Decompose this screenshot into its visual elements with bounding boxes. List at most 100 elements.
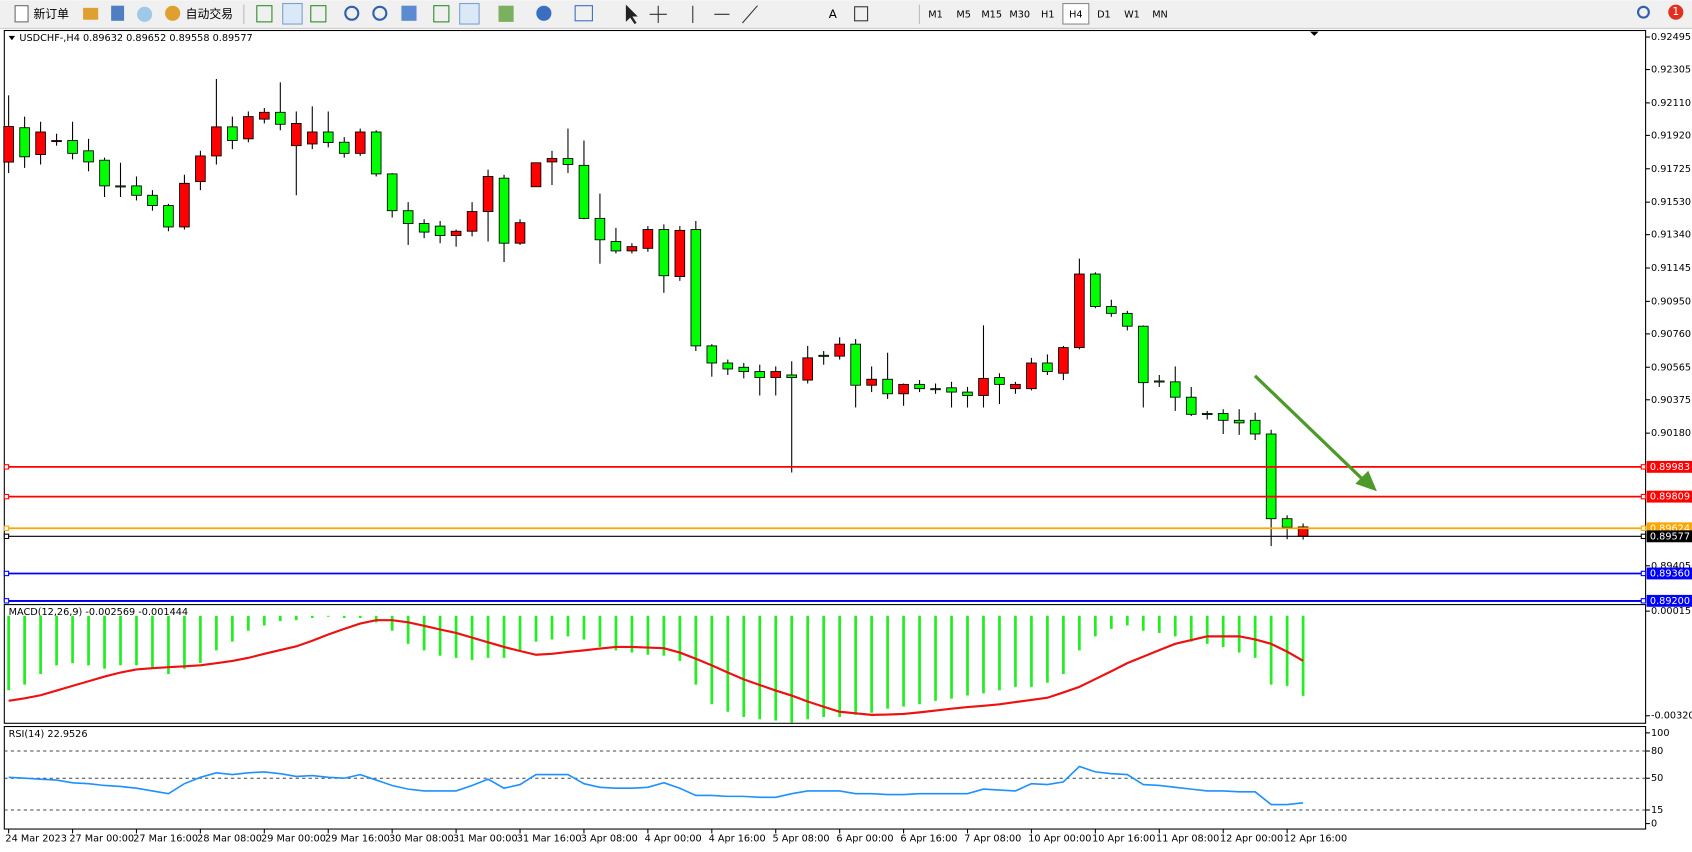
- candle-body: [866, 378, 877, 386]
- icon[interactable]: [256, 5, 273, 23]
- candle-body: [722, 362, 734, 370]
- level-handle: [3, 525, 10, 531]
- candle-body: [35, 131, 46, 156]
- shift-marker: [1310, 31, 1319, 36]
- auto-trade-button[interactable]: 自动交易: [186, 7, 233, 21]
- icon[interactable]: [137, 6, 153, 22]
- timeframe-button[interactable]: M5: [956, 9, 971, 20]
- y-tick-label: 80: [1651, 746, 1663, 757]
- level-label: 0.89809: [1650, 492, 1690, 503]
- new-order-button[interactable]: 新订单: [33, 7, 69, 21]
- candle-body: [978, 377, 989, 396]
- active-timeframe: [1062, 3, 1090, 25]
- x-tick-label: 12 Apr 16:00: [1284, 834, 1347, 845]
- rsi-title: RSI(14) 22.9526: [9, 729, 88, 740]
- label-tool[interactable]: [854, 6, 869, 22]
- candle-body: [738, 366, 750, 372]
- timeframe-button[interactable]: W1: [1124, 9, 1140, 20]
- timeframe-button[interactable]: H4: [1069, 9, 1082, 20]
- timeframe-button[interactable]: MN: [1152, 9, 1168, 20]
- y-tick-label: 100: [1651, 728, 1670, 739]
- y-tick-label: 0.91530: [1651, 197, 1691, 208]
- level-label: 0.89360: [1650, 568, 1690, 579]
- candle-body: [930, 388, 941, 391]
- arrow-head: [1355, 470, 1377, 492]
- candle-body: [626, 246, 638, 252]
- candle-body: [898, 383, 909, 395]
- notification-badge[interactable]: [1668, 4, 1684, 20]
- x-tick-label: 10 Apr 00:00: [1028, 834, 1091, 845]
- candle-body: [1265, 433, 1277, 520]
- icon[interactable]: [111, 5, 125, 21]
- timeframe-button[interactable]: D1: [1097, 9, 1111, 20]
- candle-body: [850, 343, 861, 386]
- candle-body: [818, 354, 829, 357]
- candle-body: [834, 343, 845, 357]
- toolbar: 新订单 自动交易 A M1 M5 M15 M30 H1 H4 D1 W1 MN 1: [0, 0, 1692, 29]
- x-tick-label: 11 Apr 08:00: [1156, 834, 1219, 845]
- candle-body: [802, 357, 813, 381]
- level-handle: [3, 598, 10, 604]
- timeframe-button[interactable]: H1: [1041, 9, 1054, 20]
- level-handle: [1640, 533, 1647, 540]
- icon[interactable]: [498, 5, 514, 22]
- icon[interactable]: [401, 5, 417, 21]
- timeframe-button[interactable]: M30: [1009, 9, 1030, 20]
- trend-arrow: [1253, 374, 1377, 492]
- icon[interactable]: [536, 5, 552, 21]
- candle-body: [211, 126, 222, 157]
- level-handle: [1640, 493, 1647, 500]
- y-tick-label: -0.003208: [1651, 711, 1692, 722]
- y-tick-label: 50: [1651, 773, 1663, 784]
- y-tick-label: 0: [1651, 819, 1657, 830]
- x-tick-label: 3 Apr 08:00: [581, 834, 638, 845]
- candle-body: [578, 164, 590, 219]
- text-tool[interactable]: A: [829, 7, 838, 21]
- candle-body: [1058, 347, 1069, 374]
- candle-body: [1217, 413, 1229, 421]
- candle-body: [562, 158, 574, 165]
- candle-body: [179, 182, 190, 228]
- candle-body: [498, 177, 510, 244]
- zoom-in[interactable]: [344, 5, 360, 21]
- candle-body: [1010, 383, 1021, 390]
- icon[interactable]: [459, 3, 480, 25]
- candle-body: [434, 225, 446, 236]
- x-tick-label: 30 Mar 08:00: [389, 834, 454, 845]
- line-tools[interactable]: [692, 5, 758, 24]
- x-tick-label: 27 Mar 00:00: [69, 834, 134, 845]
- candle-body: [322, 131, 334, 144]
- x-tick-label: 6 Apr 00:00: [836, 834, 893, 845]
- icon[interactable]: [574, 5, 593, 22]
- timeframe-button[interactable]: M1: [928, 9, 943, 20]
- x-tick-label: 12 Apr 00:00: [1220, 834, 1283, 845]
- search[interactable]: [1636, 5, 1650, 19]
- icon[interactable]: [83, 7, 99, 20]
- icon[interactable]: [433, 5, 450, 23]
- auto-trade-icon[interactable]: [165, 5, 181, 21]
- timeframes: M1 M5 M15 M30 H1 H4 D1 W1 MN: [928, 3, 1168, 25]
- candle-body: [514, 222, 526, 244]
- candle-body: [1201, 413, 1213, 415]
- y-tick-label: 0.92110: [1651, 98, 1691, 109]
- y-tick-label: 0.00015: [1651, 606, 1691, 617]
- icon[interactable]: [310, 5, 327, 23]
- crosshair-tool[interactable]: [649, 5, 667, 23]
- cursor-tool[interactable]: [625, 4, 638, 25]
- candle-body: [306, 131, 318, 145]
- new-order-icon[interactable]: [14, 5, 29, 23]
- candle-body: [291, 122, 302, 147]
- level-label: 0.89624: [1650, 523, 1690, 534]
- candle-body: [882, 378, 893, 395]
- candle-body: [1090, 273, 1101, 307]
- level-handle: [3, 570, 10, 577]
- candle-body: [1074, 273, 1085, 349]
- zoom-out[interactable]: [372, 5, 388, 21]
- candle-body: [1042, 362, 1053, 372]
- x-tick-label: 4 Apr 16:00: [709, 834, 766, 845]
- toolbar-bg: [0, 0, 1692, 29]
- timeframe-button[interactable]: M15: [981, 9, 1002, 20]
- y-tick-label: 0.90565: [1651, 362, 1691, 373]
- icon[interactable]: [282, 3, 303, 25]
